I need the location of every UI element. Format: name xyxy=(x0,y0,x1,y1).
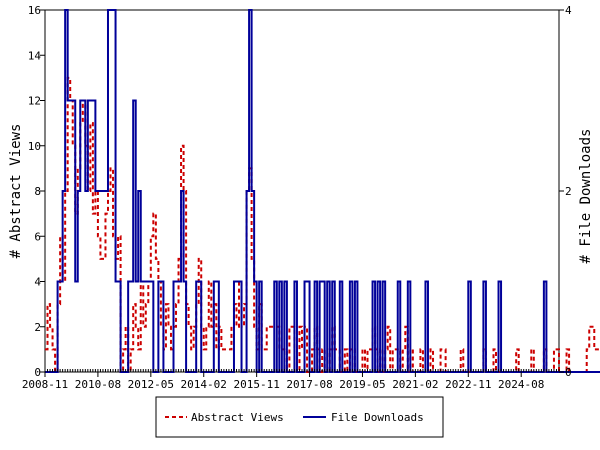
y-right-tick-label: 0 xyxy=(565,366,572,379)
x-tick-label: 2019-05 xyxy=(339,378,385,391)
legend-label-file-downloads: File Downloads xyxy=(331,411,424,424)
y-left-tick-label: 0 xyxy=(34,366,41,379)
y-right-tick-label: 2 xyxy=(565,185,572,198)
x-tick-label: 2024-08 xyxy=(498,378,544,391)
x-tick-label: 2022-11 xyxy=(445,378,491,391)
series-line-file-downloads xyxy=(45,9,600,373)
y-right-axis-title: # File Downloads xyxy=(578,129,594,264)
x-tick-label: 2015-11 xyxy=(233,378,279,391)
y-left-tick-label: 2 xyxy=(34,321,41,334)
y-left-tick-label: 12 xyxy=(28,95,41,108)
y-left-tick-label: 14 xyxy=(28,49,42,62)
x-tick-label: 2010-08 xyxy=(75,378,121,391)
y-left-tick-label: 4 xyxy=(34,276,41,289)
series-layer xyxy=(45,9,600,373)
x-tick-label: 2021-02 xyxy=(392,378,438,391)
y-left-tick-label: 8 xyxy=(34,185,41,198)
legend-label-abstract-views: Abstract Views xyxy=(191,411,284,424)
legend-box xyxy=(155,396,444,438)
y-left-tick-label: 16 xyxy=(28,4,41,17)
y-left-tick-label: 10 xyxy=(28,140,41,153)
legend: Abstract Views File Downloads xyxy=(155,396,444,438)
y-left-axis-title: # Abstract Views xyxy=(8,124,24,259)
x-tick-label: 2017-08 xyxy=(286,378,332,391)
axes-layer: 0 2 4 6 8 10 12 14 16 0 2 4 2008-11 2010-08 2012-05 201… xyxy=(22,4,572,391)
y-left-tick-label: 6 xyxy=(34,230,41,243)
x-tick-label: 2012-05 xyxy=(128,378,174,391)
y-right-tick-label: 4 xyxy=(565,4,572,17)
plot-area xyxy=(44,9,560,373)
x-tick-label: 2008-11 xyxy=(22,378,68,391)
x-tick-label: 2014-02 xyxy=(181,378,227,391)
